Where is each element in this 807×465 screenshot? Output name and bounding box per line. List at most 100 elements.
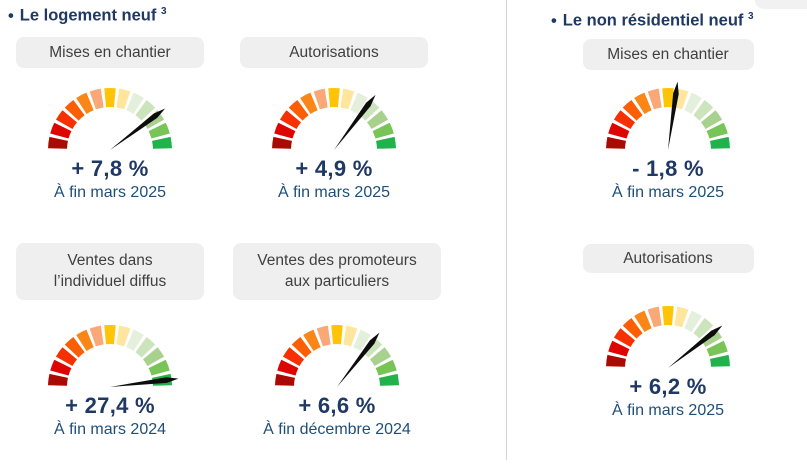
gauge-label: Mises en chantier [16, 37, 204, 69]
gauge-value: + 4,9 % [295, 156, 373, 182]
gauge-segment-5 [316, 325, 331, 347]
gauge-segment-12 [152, 137, 172, 150]
gauge-card-logement-autorisations: Autorisations + 4,9 % À fin mars 2025 [230, 37, 438, 203]
gauge-chart [48, 324, 179, 387]
gauge-segment-12 [376, 137, 396, 150]
gauge-segment-8 [126, 329, 144, 351]
gauge-chart [275, 324, 399, 387]
gauge-label: Ventes dans l’individuel diffus [16, 243, 204, 300]
gauge-needle [110, 377, 179, 387]
gauge-label-text: Mises en chantier [49, 44, 171, 61]
section-divider [506, 0, 507, 460]
gauge-segment-11 [148, 359, 170, 376]
section-title-text: Le non résidentiel neuf [562, 11, 744, 30]
gauge-segment-7 [343, 325, 358, 347]
bullet-icon: • [551, 11, 557, 30]
gauge-needle [668, 82, 679, 151]
gauge-segment-2 [282, 346, 305, 366]
gauge-segment-10 [700, 328, 723, 348]
gauge-segment-11 [375, 359, 397, 376]
gauge-segment-4 [303, 329, 321, 351]
gauge-segment-11 [148, 123, 170, 139]
gauge-segment-0 [606, 137, 626, 150]
gauge-segment-1 [277, 359, 299, 376]
gauge-segment-0 [48, 373, 68, 386]
gauge-segment-0 [272, 137, 292, 150]
gauge-segment-10 [369, 346, 392, 366]
gauge-segment-9 [135, 100, 156, 121]
gauge-segment-3 [622, 318, 643, 339]
gauge-period: À fin mars 2025 [277, 184, 391, 202]
gauge-segment-4 [76, 329, 94, 351]
gauge-label-text: Autorisations [623, 250, 713, 267]
gauge-period: À fin mars 2025 [611, 184, 725, 202]
gauge-segment-2 [279, 110, 302, 130]
section-title-non-residentiel-neuf: • Le non résidentiel neuf 3 [551, 11, 754, 31]
gauge-segment-4 [300, 93, 318, 115]
gauge-chart [48, 88, 172, 151]
gauge-segment-1 [608, 123, 630, 139]
gauge-segment-0 [606, 355, 626, 368]
gauge-segment-4 [634, 93, 652, 115]
gauge-segment-3 [622, 100, 643, 121]
gauge-segment-4 [76, 93, 94, 115]
section-title-text: Le logement neuf [19, 6, 157, 25]
bullet-icon: • [8, 6, 14, 25]
gauge-label-text: Ventes des promoteurs [257, 252, 417, 269]
gauge-period: À fin mars 2024 [53, 420, 167, 438]
gauge-label: Autorisations [582, 244, 754, 274]
gauge-segment-10 [366, 110, 389, 130]
gauge-segment-0 [275, 373, 295, 386]
gauge-segment-5 [89, 325, 104, 347]
gauge-segment-9 [362, 336, 383, 358]
gauge-segment-6 [331, 324, 343, 344]
gauge-needle [668, 325, 723, 369]
gauge-segment-5 [313, 89, 328, 110]
gauge-period: À fin décembre 2024 [263, 420, 411, 438]
gauge-segment-5 [647, 307, 662, 328]
gauge-segment-7 [674, 307, 689, 328]
gauge-segment-8 [126, 93, 144, 115]
gauge-segment-4 [634, 311, 652, 333]
gauge-label-text: Autorisations [289, 44, 379, 61]
gauge-card-nonres-mises-en-chantier: Mises en chantier - 1,8 % À fin mars 202… [572, 39, 764, 203]
gauge-segment-3 [291, 336, 312, 358]
gauge-segment-5 [647, 89, 662, 110]
footnote-marker: 3 [747, 11, 754, 22]
gauge-segment-6 [328, 88, 340, 108]
gauge-segment-9 [135, 336, 156, 358]
gauge-card-ventes-promoteurs: Ventes des promoteurs aux particuliers +… [228, 243, 446, 440]
gauge-segment-5 [89, 89, 104, 110]
gauge-label-text: l’individuel diffus [53, 273, 167, 291]
gauge-chart [606, 306, 730, 369]
gauge-segment-11 [372, 123, 394, 139]
cropped-header-fragment [755, 0, 807, 9]
gauge-segment-9 [359, 100, 380, 121]
gauge-segment-1 [274, 123, 296, 139]
gauge-card-logement-mises-en-chantier: Mises en chantier + 7,8 % À fin mars 202… [6, 37, 214, 203]
gauge-period: À fin mars 2025 [611, 402, 725, 420]
section-title-logement-neuf: • Le logement neuf 3 [8, 6, 167, 26]
gauge-segment-7 [116, 89, 131, 110]
gauge-segment-6 [662, 306, 674, 326]
gauge-needle [337, 332, 380, 387]
gauge-segment-9 [693, 318, 714, 339]
gauge-segment-2 [55, 110, 78, 130]
gauge-segment-6 [662, 88, 674, 108]
gauge-segment-1 [50, 359, 72, 376]
gauge-chart [272, 88, 396, 151]
gauge-segment-0 [48, 137, 68, 150]
gauge-segment-11 [706, 341, 728, 357]
gauge-segment-11 [706, 123, 728, 139]
gauge-segment-2 [613, 110, 636, 130]
gauge-segment-1 [50, 123, 72, 139]
footnote-marker: 3 [160, 6, 167, 17]
gauge-label-text: aux particuliers [284, 273, 390, 291]
gauge-segment-1 [608, 341, 630, 357]
gauge-value: + 27,4 % [65, 392, 155, 418]
gauge-needle [334, 95, 376, 151]
gauge-segment-3 [288, 100, 309, 121]
gauge-card-nonres-autorisations: Autorisations + 6,2 % À fin mars 2025 [572, 244, 764, 421]
gauge-segment-6 [104, 324, 116, 344]
